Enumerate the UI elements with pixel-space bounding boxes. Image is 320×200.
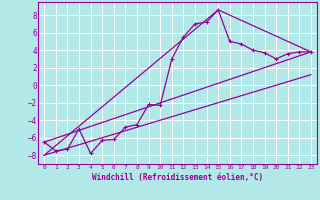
X-axis label: Windchill (Refroidissement éolien,°C): Windchill (Refroidissement éolien,°C) [92,173,263,182]
